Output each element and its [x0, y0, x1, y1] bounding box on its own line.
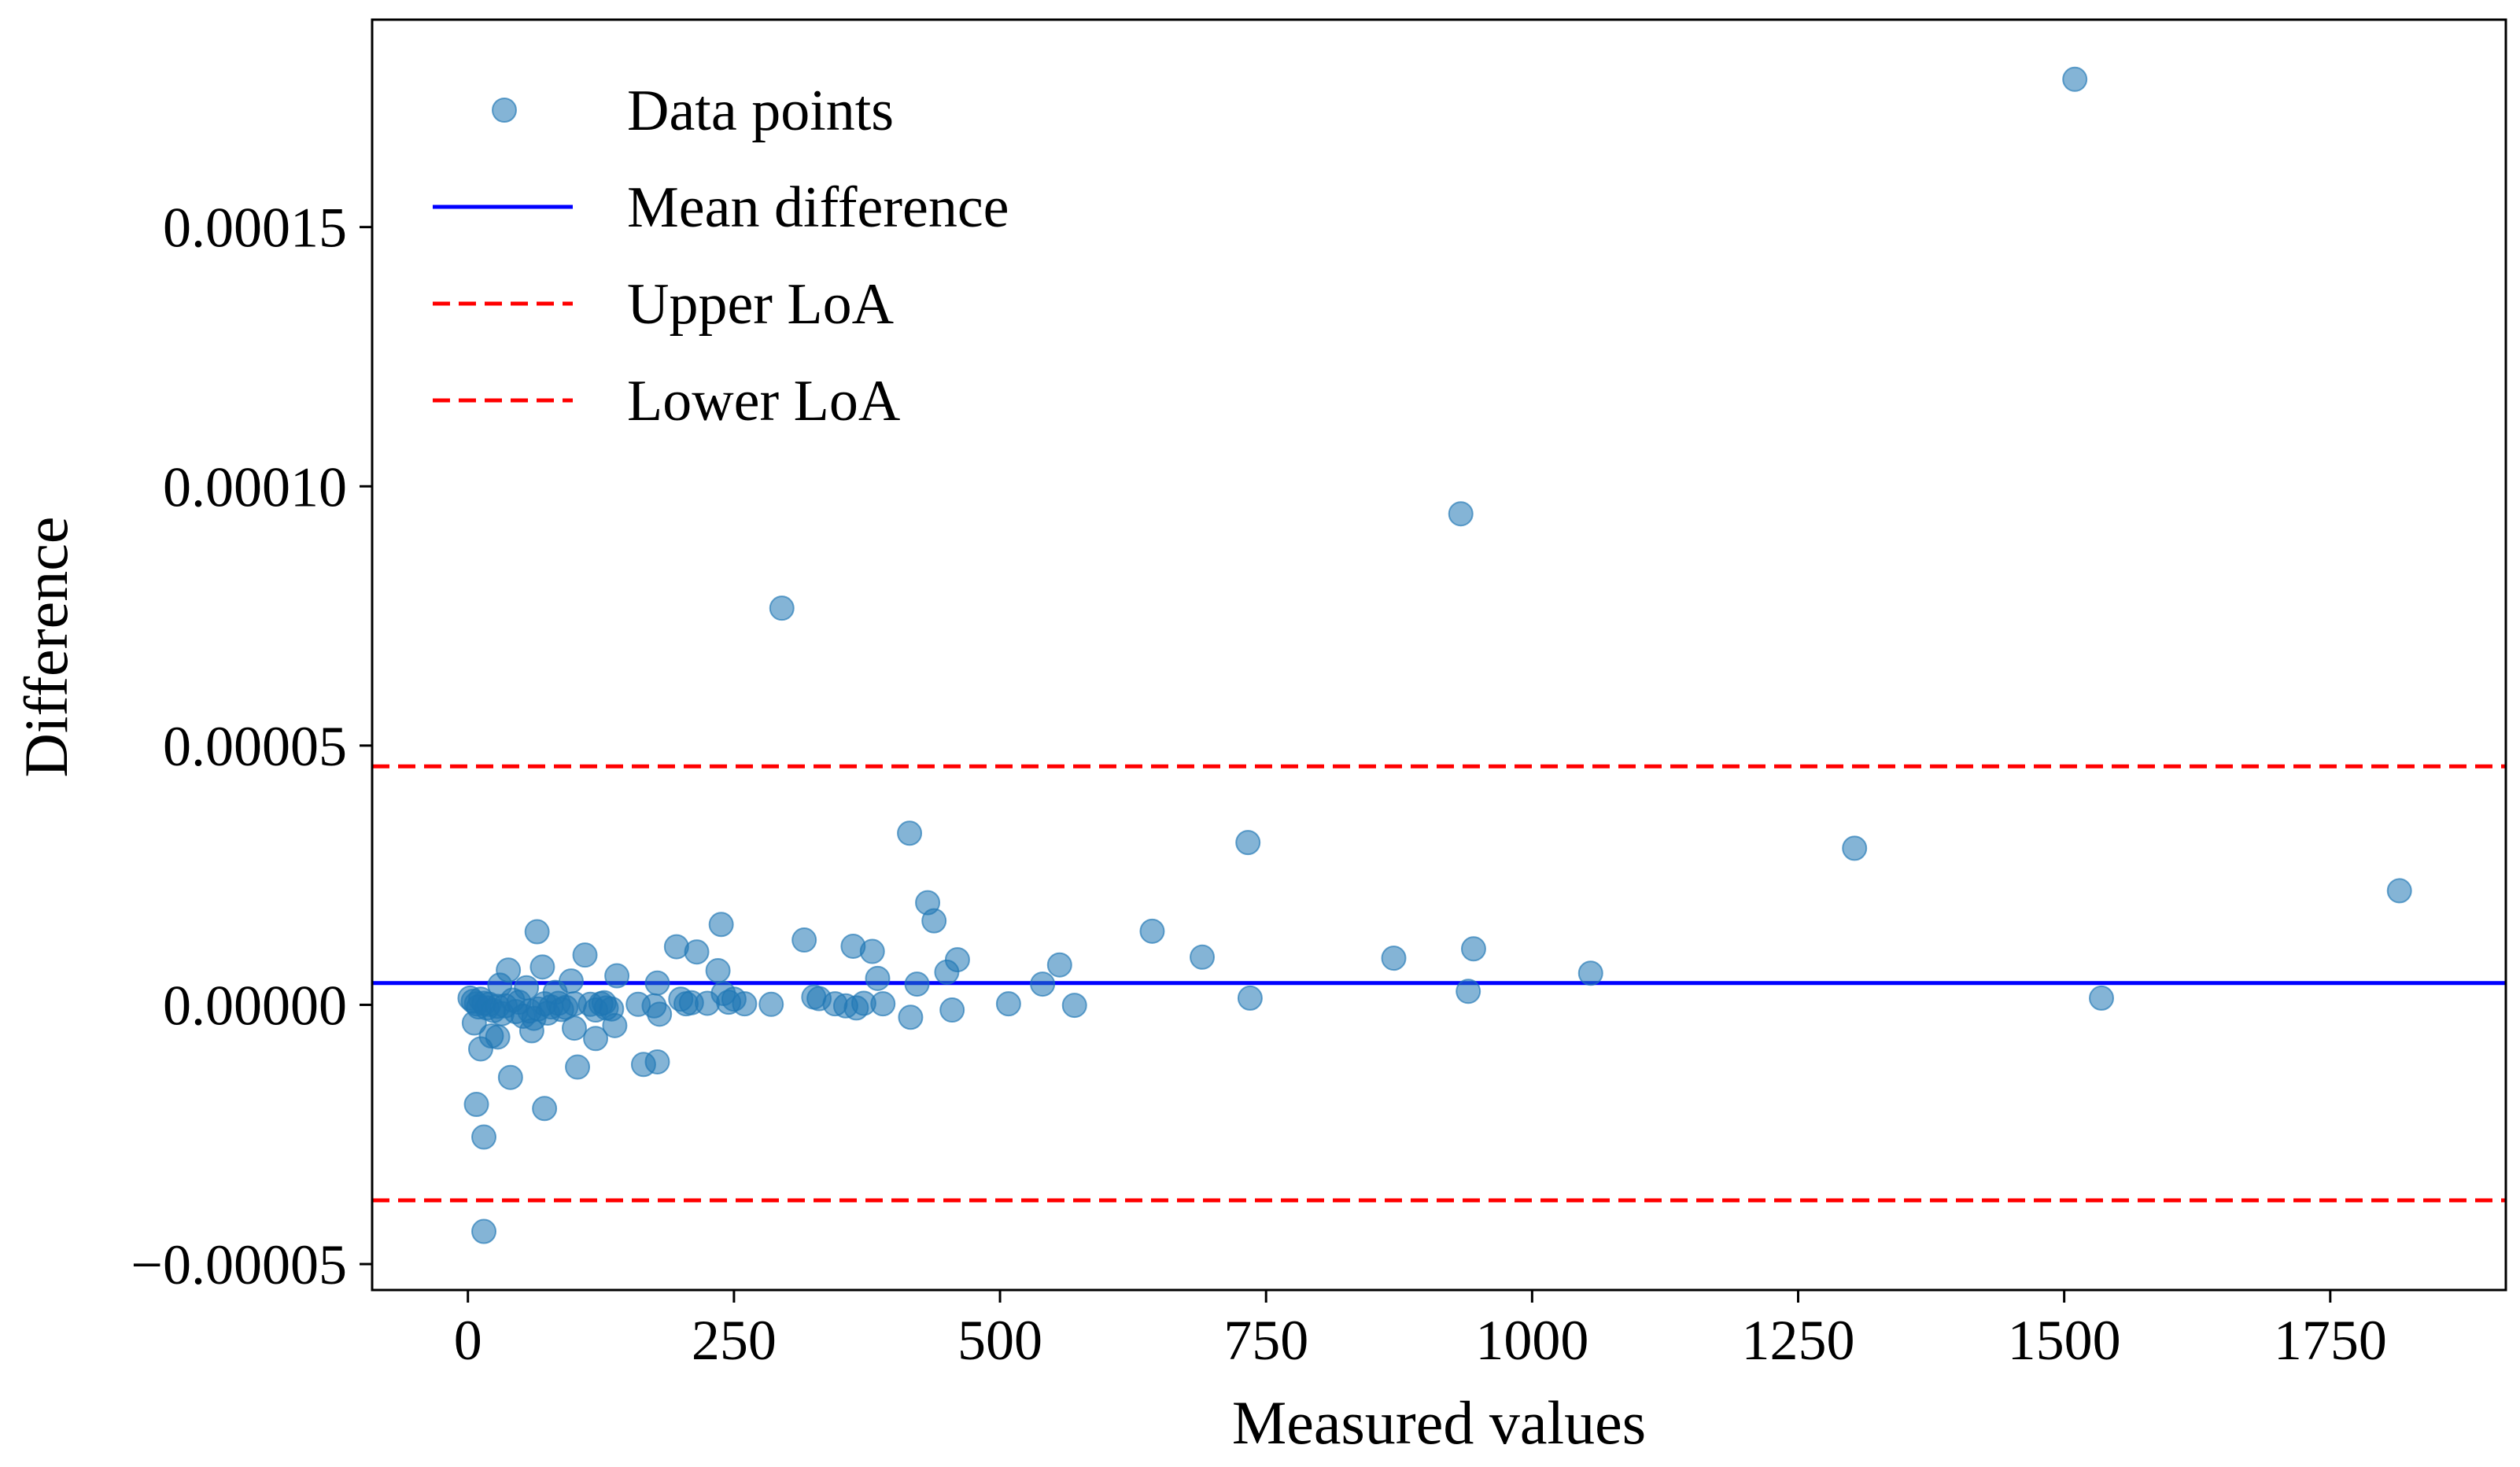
- data-point: [870, 991, 896, 1017]
- data-point: [1460, 936, 1486, 962]
- data-point: [1235, 830, 1261, 856]
- x-tick-label: 250: [692, 1309, 777, 1372]
- data-point: [463, 1092, 489, 1118]
- data-point: [684, 939, 710, 965]
- data-point: [2089, 985, 2115, 1011]
- data-point: [995, 991, 1021, 1017]
- data-point: [898, 1004, 924, 1030]
- x-tick-label: 1500: [2008, 1309, 2121, 1372]
- data-point: [467, 1036, 493, 1062]
- plot-frame: [371, 18, 2507, 1292]
- data-points-series: [457, 66, 2412, 1244]
- x-tick-label: 1000: [1475, 1309, 1588, 1372]
- data-point: [583, 1026, 609, 1052]
- y-tick-label: 0.00010: [163, 455, 347, 518]
- data-point: [602, 1012, 628, 1038]
- legend-marker-data-points: [492, 98, 517, 123]
- data-point: [1456, 979, 1481, 1004]
- data-point: [644, 970, 670, 996]
- data-point: [1448, 501, 1474, 527]
- legend: Data points Mean difference Upper LoA Lower…: [433, 79, 1009, 433]
- data-point: [705, 957, 731, 983]
- data-point: [904, 971, 930, 997]
- data-point: [2062, 66, 2088, 92]
- legend-label-lower-loa: Lower LoA: [627, 369, 900, 433]
- data-point: [934, 959, 960, 985]
- data-point: [791, 927, 817, 953]
- x-tick-label: 0: [454, 1309, 482, 1372]
- data-point: [485, 1024, 511, 1050]
- data-point: [572, 942, 598, 968]
- legend-label-data-points: Data points: [627, 79, 894, 143]
- data-point: [921, 908, 947, 934]
- data-point: [1237, 985, 1263, 1011]
- data-point: [1190, 944, 1216, 970]
- y-tick-label: 0.00005: [163, 715, 347, 778]
- x-tick-label: 1750: [2274, 1309, 2387, 1372]
- data-point: [461, 1010, 487, 1036]
- x-tick-label: 1250: [1742, 1309, 1855, 1372]
- data-point: [859, 938, 885, 964]
- data-point: [2386, 878, 2412, 904]
- legend-label-upper-loa: Upper LoA: [627, 272, 894, 337]
- data-point: [1381, 945, 1407, 971]
- data-point: [843, 995, 869, 1021]
- data-point: [591, 990, 617, 1015]
- data-point: [758, 991, 784, 1017]
- data-point: [604, 963, 630, 989]
- data-point: [644, 1049, 670, 1074]
- data-point: [529, 954, 555, 980]
- data-point: [1577, 960, 1603, 986]
- legend-label-mean-difference: Mean difference: [627, 175, 1009, 240]
- data-point: [471, 1218, 497, 1244]
- y-tick-label: −0.00005: [131, 1233, 347, 1296]
- y-axis-ticks: −0.00005 0.00000 0.00005 0.00010 0.00015: [131, 197, 372, 1296]
- data-point: [769, 595, 795, 621]
- y-tick-label: 0.00015: [163, 197, 347, 260]
- y-tick-label: 0.00000: [163, 974, 347, 1037]
- data-point: [565, 1054, 591, 1080]
- data-point: [1139, 918, 1165, 944]
- data-point: [561, 1015, 587, 1041]
- reference-lines: [372, 764, 2506, 1203]
- data-point: [708, 912, 734, 938]
- data-point: [518, 1018, 544, 1044]
- x-tick-label: 750: [1223, 1309, 1308, 1372]
- x-axis-title: Measured values: [1232, 1388, 1646, 1457]
- x-tick-label: 500: [957, 1309, 1042, 1372]
- data-point: [939, 997, 965, 1023]
- data-point: [897, 820, 923, 846]
- data-point: [524, 919, 550, 945]
- data-point: [647, 1001, 673, 1027]
- data-point: [471, 1124, 497, 1150]
- x-axis-ticks: 0 250 500 750 1000 1250 1500 1750: [454, 1290, 2387, 1372]
- data-point: [732, 991, 758, 1017]
- data-point: [1842, 835, 1868, 861]
- data-point: [695, 990, 721, 1016]
- data-point: [1030, 971, 1056, 997]
- data-point: [865, 965, 891, 991]
- data-point: [497, 1064, 523, 1090]
- data-point: [1046, 952, 1072, 978]
- data-point: [1061, 993, 1087, 1019]
- data-point: [532, 1096, 558, 1122]
- y-axis-title: Difference: [12, 517, 80, 778]
